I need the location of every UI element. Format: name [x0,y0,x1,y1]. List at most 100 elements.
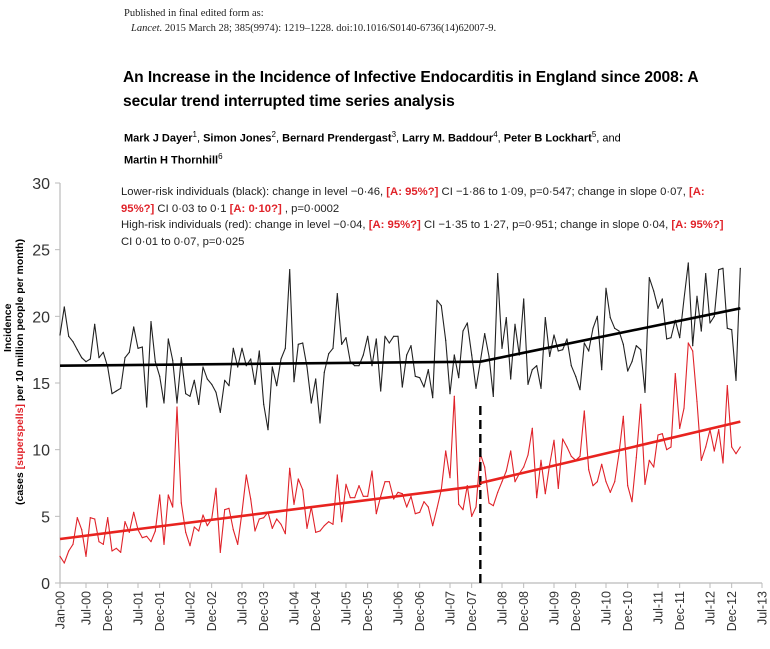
lower-risk-data-point [575,375,577,377]
author-separator: , [276,132,283,145]
high-risk-data-point [501,481,503,483]
high-risk-data-point [341,521,343,523]
lower-risk-data-point [85,361,87,363]
high-risk-data-point [345,483,347,485]
high-risk-data-point [661,433,663,435]
annotation-text: CI 0·03 to 0·1 [154,202,230,215]
lower-risk-data-point [713,315,715,317]
high-risk-data-point [423,501,425,503]
high-risk-data-point [284,533,286,535]
lower-risk-data-point [310,402,312,404]
lower-risk-data-point [254,383,256,385]
annotation-line: High-risk individuals (red): change in l… [121,217,724,234]
high-risk-data-point [531,427,533,429]
annotation-text: CI −1·35 to 1·27, p=0·951; change in slo… [420,219,672,231]
high-risk-data-point [635,457,637,459]
high-risk-data-point [683,407,685,409]
x-tick-label: Jul-12 [704,591,718,625]
high-risk-data-point [124,521,126,523]
author-conjunction: and [602,132,621,145]
lower-risk-data-point [514,323,516,325]
editor-query: 95%?] [121,202,155,215]
lower-risk-data-point [306,366,308,368]
y-tick-label: 15 [32,376,50,393]
lower-risk-data-point [328,353,330,355]
lower-risk-data-point [133,326,135,328]
lower-risk-data-point [59,334,61,336]
lower-risk-data-point [583,342,585,344]
lower-risk-data-point [211,383,213,385]
x-tick-label: Dec-00 [101,591,115,631]
high-risk-data-point [674,373,676,375]
publication-note: Published in final edited form as: Lance… [124,6,496,36]
lower-risk-data-point [68,335,70,337]
high-risk-data-point [579,455,581,457]
high-risk-data-point [432,525,434,527]
lower-risk-data-point [423,386,425,388]
lower-risk-data-point [466,322,468,324]
lower-risk-data-point [263,403,265,405]
high-risk-data-point [475,506,477,508]
x-tick-label: Dec-04 [309,591,323,631]
high-risk-data-point [445,450,447,452]
high-risk-data-point [154,530,156,532]
high-risk-data-point [557,487,559,489]
high-risk-data-point [631,501,633,503]
lower-risk-data-point [536,365,538,367]
high-risk-data-point [224,509,226,511]
high-risk-data-point [653,466,655,468]
x-tick-label: Jul-11 [652,591,666,624]
lower-risk-data-point [627,370,629,372]
lower-risk-data-point [436,299,438,301]
lower-risk-data-point [735,379,737,381]
high-risk-data-point [449,477,451,479]
high-risk-data-point [219,551,221,553]
high-risk-data-point [488,502,490,504]
y-tick-label: 10 [32,443,50,460]
high-risk-data-point [323,525,325,527]
high-risk-data-point [419,511,421,513]
lower-risk-data-point [609,317,611,319]
published-label: Published in final edited form as: [124,8,264,19]
high-risk-data-point [497,491,499,493]
editor-query: [A: 95%?] [386,186,439,198]
high-risk-data-point [692,350,694,352]
high-risk-data-point [289,467,291,469]
lower-risk-data-point [289,269,291,271]
high-risk-data-point [319,530,321,532]
lower-risk-data-point [319,422,321,424]
high-risk-data-point [583,410,585,412]
lower-risk-data-point [605,287,607,289]
lower-risk-data-point [124,357,126,359]
high-risk-data-point [510,450,512,452]
lower-risk-data-point [527,383,529,385]
x-tick-label: Jul-03 [236,591,250,625]
lower-risk-data-point [393,335,395,337]
lower-risk-data-point [445,339,447,341]
high-risk-data-point [514,481,516,483]
lower-risk-data-point [388,342,390,344]
lower-risk-data-point [414,375,416,377]
author-separator: , [596,132,603,145]
high-risk-data-point [718,429,720,431]
lower-risk-data-point [159,375,161,377]
lower-risk-data-point [440,305,442,307]
high-risk-data-point [397,491,399,493]
high-risk-data-point [393,498,395,500]
y-axis-label-query: [superspells] [14,404,26,470]
high-risk-data-point [705,446,707,448]
high-risk-data-point [670,446,672,448]
high-risk-data-point [159,494,161,496]
annotation-text: Lower-risk individuals (black): change i… [121,186,387,198]
lower-risk-data-point [341,343,343,345]
lower-risk-data-point [128,351,130,353]
high-risk-data-point [358,485,360,487]
author-name: Larry M. Baddour [402,132,494,145]
high-risk-data-point [713,450,715,452]
lower-risk-data-point [384,335,386,337]
author-name: Martin H Thornhill [124,154,219,167]
lower-risk-data-point [683,298,685,300]
lower-risk-data-point [250,358,252,360]
high-risk-data-point [141,537,143,539]
high-risk-data-point [592,485,594,487]
